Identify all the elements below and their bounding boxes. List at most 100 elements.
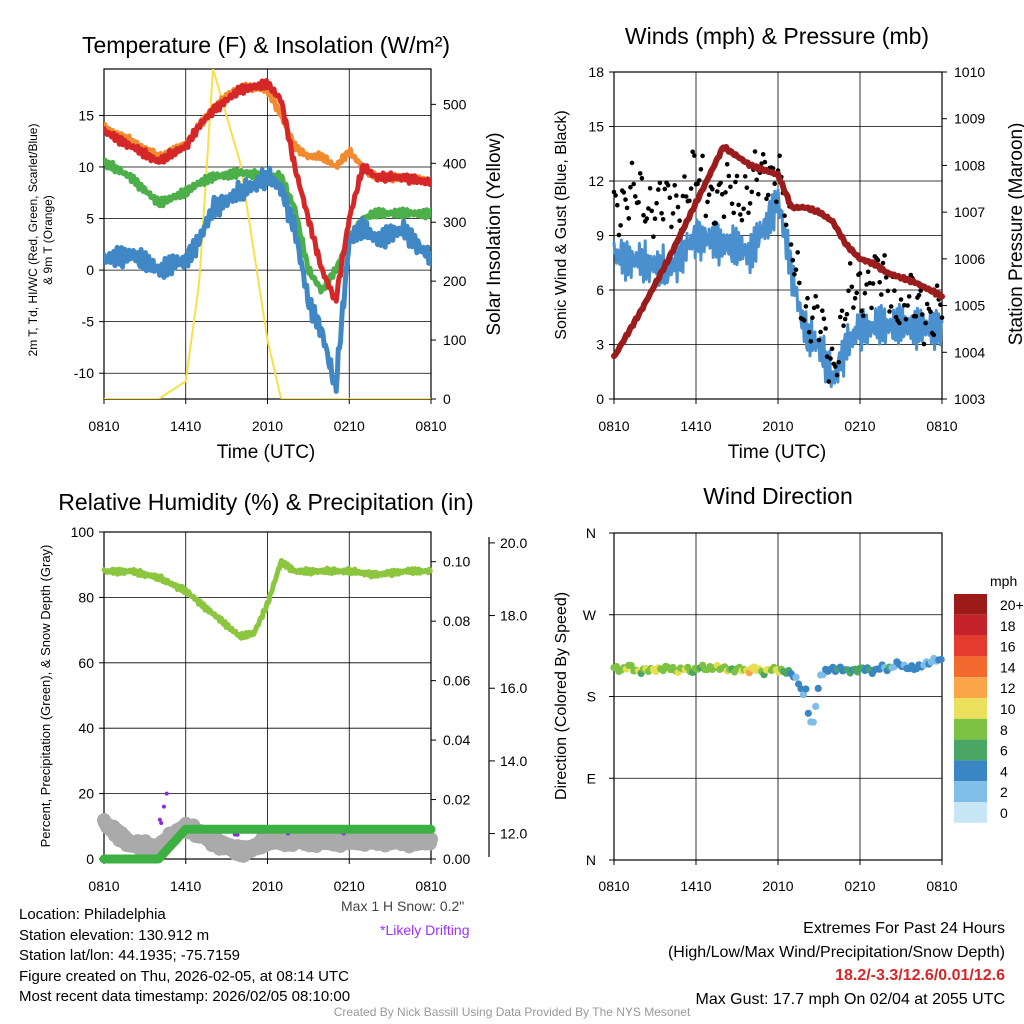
wind-marks (611, 144, 945, 389)
legend-swatch (954, 677, 987, 698)
gust-point (849, 284, 855, 290)
gust-point (795, 250, 800, 255)
gust-point (847, 261, 853, 266)
snow-depth-line (97, 813, 438, 863)
gust-point (813, 294, 818, 299)
gust-point (739, 217, 745, 223)
gust-point (777, 153, 782, 159)
speed-legend: 20+ 18 16 14 12 10 8 6 4 2 0 (954, 594, 1024, 823)
x-tick-label: 1410 (170, 878, 201, 894)
location-line: Location: Philadelphia (19, 906, 166, 923)
y2-tick-label: 1005 (954, 298, 985, 314)
extremes-block: Extremes For Past 24 Hours (High/Low/Max… (668, 917, 1005, 1011)
legend-swatch (954, 656, 987, 678)
gust-point (687, 198, 692, 204)
wind-xlabel: Time (UTC) (728, 442, 827, 463)
extremes-subtitle: (High/Low/Max Wind/Precipitation/Snow De… (667, 943, 1005, 961)
legend-swatch (954, 614, 987, 636)
gust-point (688, 186, 694, 191)
x-tick-label: 0810 (88, 878, 119, 894)
rh-marks (97, 558, 438, 864)
gust-point (875, 257, 881, 263)
drift-point (159, 821, 164, 826)
gust-point (857, 271, 863, 276)
legend-swatch (954, 739, 987, 761)
temp-gridlines: 0810 1410 2010 0210 0810 15 10 5 0 -5 -10 500 400 300… (74, 69, 467, 434)
legend-label: 20+ (1000, 597, 1024, 613)
gust-point (897, 320, 902, 326)
gust-point (744, 185, 750, 190)
legend-label: 16 (1000, 639, 1016, 655)
drifting-note: *Likely Drifting (380, 922, 470, 938)
y2-tick-label: 1006 (954, 251, 985, 267)
temp-panel: Temperature (F) & Insolation (W/m²) 0810… (26, 32, 505, 463)
gust-point (669, 224, 674, 230)
gust-point (700, 153, 705, 159)
gust-point (921, 341, 927, 347)
gust-point (639, 175, 645, 181)
gust-point (818, 329, 823, 335)
gust-point (834, 372, 840, 378)
gust-point (633, 194, 638, 199)
gust-point (683, 194, 689, 199)
gust-point (821, 316, 827, 322)
gust-point (660, 217, 666, 222)
temp-ylabel-1: 2m T, Td, HI/WC (Red, Green, Scarlet/Blu… (26, 124, 40, 357)
gust-point (772, 181, 777, 186)
gust-point (697, 178, 702, 183)
gust-point (646, 206, 651, 211)
gust-point (706, 192, 712, 197)
wind-ylabel-left: Sonic Wind & Gust (Blue, Black) (553, 110, 570, 339)
gust-point (736, 202, 741, 208)
y-tick-label: S (587, 689, 596, 705)
x-tick-label: 1410 (170, 418, 201, 434)
gust-point (651, 234, 656, 239)
y-tick-label: 18 (588, 64, 604, 80)
rh-gridlines: 0810 1410 2010 0210 0810 100 80 60 40 20 0 0.10 0.08… (71, 524, 528, 894)
x-tick-label: 0810 (88, 418, 119, 434)
temp-series (104, 69, 431, 399)
gust-point (882, 253, 887, 258)
y3-tick-label: 14.0 (500, 753, 527, 769)
gust-point (623, 197, 628, 202)
gust-point (810, 315, 815, 321)
gust-point (916, 292, 922, 298)
y-tick-label: 20 (78, 786, 94, 802)
gust-point (790, 257, 796, 263)
direction-point (627, 661, 635, 670)
y-tick-label: 5 (86, 211, 94, 227)
x-tick-label: 0810 (415, 878, 446, 894)
gust-point (754, 177, 759, 183)
gust-point (838, 314, 843, 320)
temp-2m-line (104, 78, 431, 304)
y3-tick-label: 18.0 (500, 608, 527, 624)
y-tick-label: 3 (596, 337, 604, 353)
gust-point (836, 359, 841, 365)
y-tick-label: 15 (78, 107, 94, 123)
direction-point (802, 685, 810, 693)
gust-point (738, 212, 743, 217)
y3-tick-label: 12.0 (500, 826, 527, 842)
gust-point (865, 269, 871, 275)
direction-point (792, 673, 800, 681)
gust-point (644, 216, 650, 221)
gust-point (710, 186, 715, 192)
legend-label: 8 (1000, 722, 1008, 738)
x-tick-label: 0810 (926, 418, 957, 434)
direction-point (814, 684, 822, 693)
gust-point (877, 280, 882, 285)
gust-point (820, 308, 825, 314)
gust-point (815, 304, 820, 309)
gust-point (667, 195, 673, 200)
gust-point (833, 364, 838, 369)
gust-point (726, 173, 732, 179)
y-tick-label: 12 (588, 173, 604, 189)
legend-label: 6 (1000, 743, 1008, 759)
y-tick-label: 0 (86, 851, 94, 867)
gust-point (793, 267, 799, 273)
gust-point (728, 184, 733, 190)
gust-point (677, 218, 682, 223)
gust-point (628, 184, 633, 190)
dir-marks (610, 654, 945, 726)
